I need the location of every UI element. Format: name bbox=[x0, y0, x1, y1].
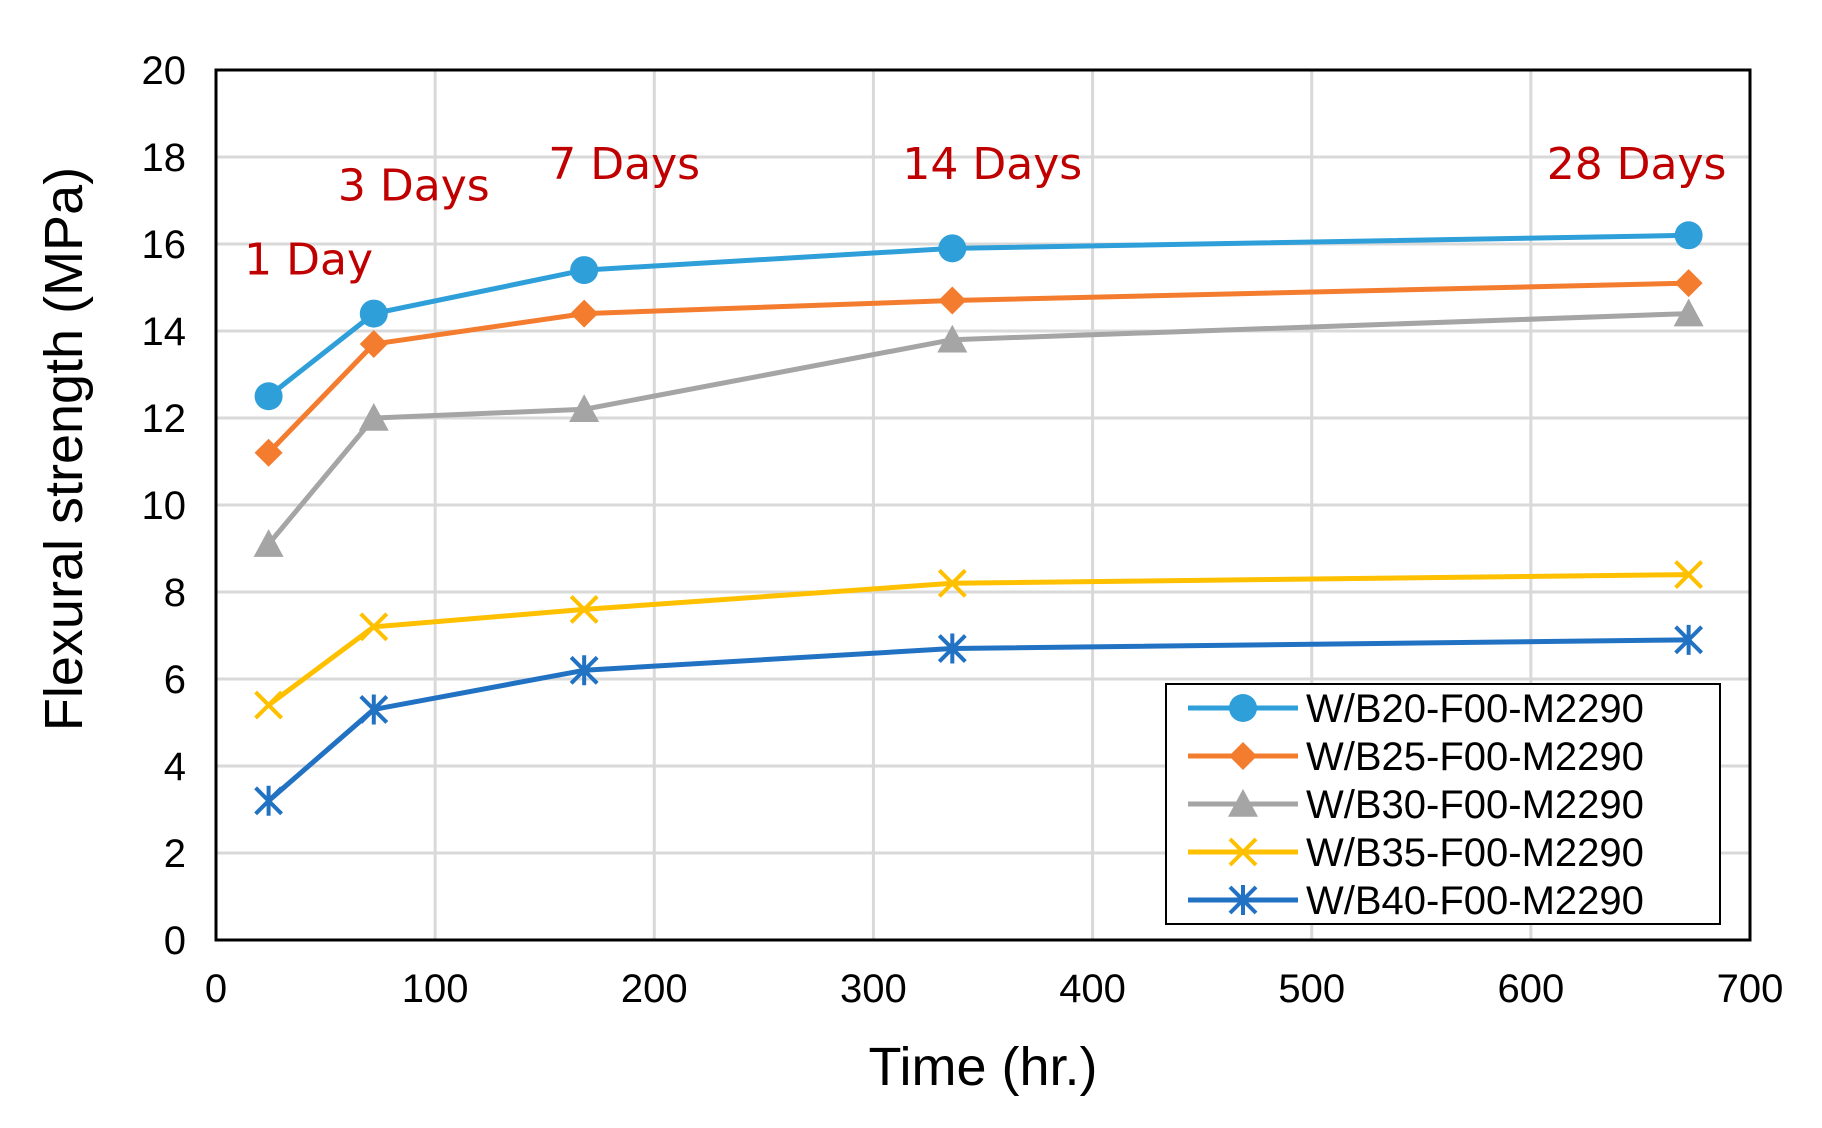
y-tick-label: 0 bbox=[164, 919, 186, 963]
x-tick-label: 300 bbox=[840, 967, 907, 1011]
legend-entry: W/B20-F00-M2290 bbox=[1188, 687, 1644, 731]
data-point bbox=[570, 256, 599, 285]
data-point bbox=[358, 403, 389, 431]
legend-label: W/B40-F00-M2290 bbox=[1306, 879, 1644, 923]
legend-label: W/B20-F00-M2290 bbox=[1306, 687, 1644, 731]
y-tick-label: 2 bbox=[164, 832, 186, 876]
data-point bbox=[569, 394, 600, 423]
x-tick-label: 400 bbox=[1059, 967, 1126, 1011]
data-point bbox=[937, 568, 967, 598]
series-4 bbox=[254, 560, 1704, 720]
data-point bbox=[569, 594, 599, 624]
data-point bbox=[570, 299, 599, 328]
series-1 bbox=[254, 221, 1703, 411]
data-point bbox=[938, 234, 967, 263]
data-point bbox=[254, 785, 284, 816]
y-tick-label: 10 bbox=[142, 484, 187, 528]
day-annotation: 7 Days bbox=[548, 139, 700, 190]
x-tick-label: 600 bbox=[1497, 967, 1564, 1011]
day-annotation: 14 Days bbox=[902, 139, 1082, 190]
x-tick-label: 200 bbox=[621, 967, 688, 1011]
data-point bbox=[1674, 624, 1704, 655]
y-tick-label: 6 bbox=[164, 658, 186, 702]
day-annotation: 28 Days bbox=[1547, 139, 1727, 190]
y-tick-label: 8 bbox=[164, 571, 186, 615]
legend-marker bbox=[1229, 742, 1257, 770]
legend-entry: W/B35-F00-M2290 bbox=[1188, 831, 1644, 875]
data-point bbox=[569, 655, 599, 686]
series-line bbox=[266, 280, 1689, 455]
legend: W/B20-F00-M2290W/B25-F00-M2290W/B30-F00-… bbox=[1165, 683, 1721, 925]
x-axis-title: Time (hr.) bbox=[869, 1037, 1098, 1097]
data-point bbox=[254, 690, 284, 720]
plot-frame bbox=[214, 68, 1752, 942]
legend-label: W/B25-F00-M2290 bbox=[1306, 735, 1644, 779]
y-tick-label: 16 bbox=[142, 223, 187, 267]
x-tick-label: 0 bbox=[205, 967, 227, 1011]
data-point bbox=[359, 694, 389, 725]
series-line bbox=[266, 311, 1689, 546]
data-point bbox=[359, 612, 389, 642]
y-tick-label: 18 bbox=[142, 136, 187, 180]
data-point bbox=[253, 529, 284, 557]
data-point bbox=[937, 324, 968, 353]
legend-marker bbox=[1228, 837, 1258, 867]
data-point bbox=[1674, 221, 1703, 250]
series-2 bbox=[254, 269, 1703, 467]
data-point bbox=[359, 299, 388, 328]
y-tick-label: 4 bbox=[164, 745, 186, 789]
x-tick-label: 100 bbox=[402, 967, 469, 1011]
series-3 bbox=[253, 298, 1704, 557]
y-tick-label: 14 bbox=[142, 310, 187, 354]
data-point bbox=[1674, 560, 1704, 590]
y-axis-title: Flexural strength (MPa) bbox=[34, 167, 94, 731]
data-point bbox=[254, 382, 283, 411]
legend-entry: W/B40-F00-M2290 bbox=[1188, 879, 1644, 923]
data-point bbox=[1674, 269, 1703, 298]
x-tick-label: 700 bbox=[1717, 967, 1784, 1011]
day-annotation: 3 Days bbox=[338, 161, 490, 212]
series-5 bbox=[254, 624, 1704, 816]
legend-entry: W/B25-F00-M2290 bbox=[1188, 735, 1644, 779]
data-point bbox=[1673, 298, 1704, 327]
legend-label: W/B35-F00-M2290 bbox=[1306, 831, 1644, 875]
legend-entry: W/B30-F00-M2290 bbox=[1188, 783, 1644, 827]
x-tick-label: 500 bbox=[1278, 967, 1345, 1011]
y-tick-labels: 0 2 4 6 8 10 12 14 16 18 20 bbox=[142, 49, 187, 963]
legend-marker bbox=[1228, 885, 1258, 915]
data-point bbox=[359, 330, 388, 359]
legend-marker bbox=[1229, 694, 1257, 722]
data-point bbox=[937, 633, 967, 664]
legend-marker bbox=[1228, 789, 1258, 817]
day-annotation: 1 Day bbox=[244, 234, 373, 285]
legend-label: W/B30-F00-M2290 bbox=[1306, 783, 1644, 827]
data-point bbox=[254, 438, 283, 467]
day-annotations: 1 Day 3 Days 7 Days 14 Days 28 Days bbox=[244, 139, 1726, 286]
y-tick-label: 20 bbox=[142, 49, 187, 93]
data-point bbox=[938, 286, 967, 315]
series-layer bbox=[253, 221, 1704, 816]
series-line bbox=[267, 232, 1689, 399]
y-tick-label: 12 bbox=[142, 397, 187, 441]
x-tick-labels: 0 100 200 300 400 500 600 700 bbox=[205, 967, 1784, 1011]
